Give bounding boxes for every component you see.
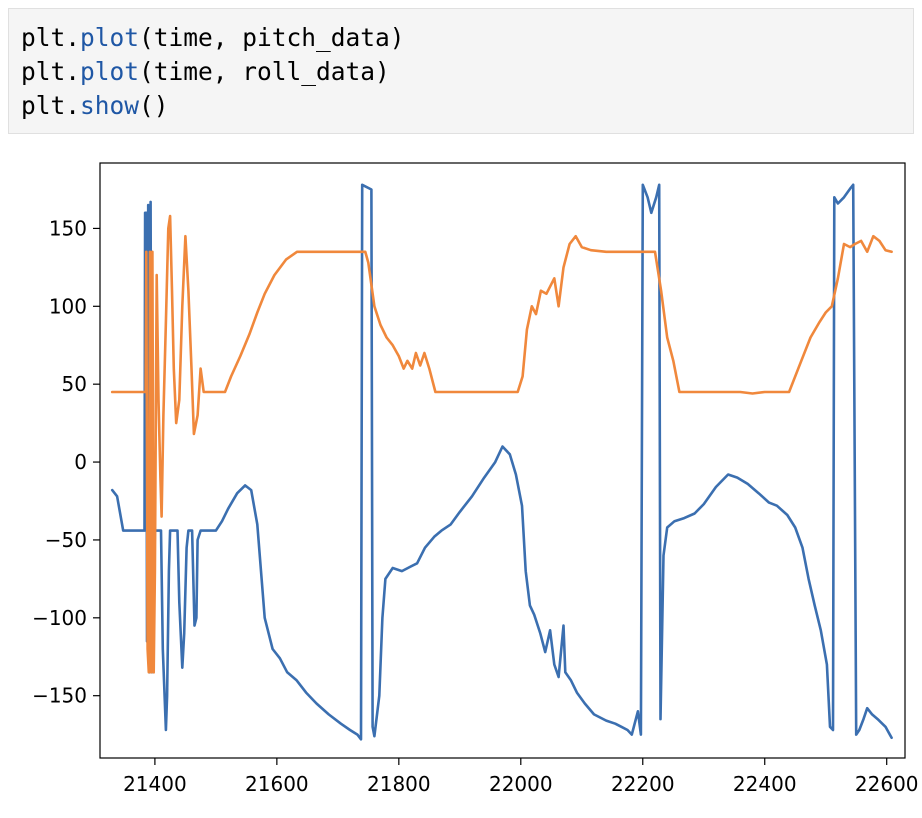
code-line-2: plt.plot(time, roll_data) <box>21 55 901 89</box>
x-tick-label: 21800 <box>367 772 431 796</box>
x-tick-label: 22400 <box>733 772 797 796</box>
code-line-1: plt.plot(time, pitch_data) <box>21 21 901 55</box>
y-tick-label: −50 <box>45 528 87 552</box>
code-object: plt <box>21 23 66 52</box>
code-object: plt <box>21 57 66 86</box>
code-line-3: plt.show() <box>21 89 901 123</box>
series-layer <box>110 183 893 741</box>
series-line-1 <box>110 183 893 741</box>
x-tick-label: 22000 <box>489 772 553 796</box>
line-chart: 21400 21600 21800 22000 22200 22400 22600 150 10… <box>32 162 919 796</box>
code-dot: . <box>65 91 81 120</box>
y-tick-label: 150 <box>49 216 87 240</box>
x-tick-label: 21600 <box>245 772 309 796</box>
code-dot: . <box>65 57 81 86</box>
code-cell[interactable]: plt.plot(time, pitch_data) plt.plot(time… <box>8 8 914 134</box>
code-function: show <box>80 91 140 120</box>
x-tick-label: 22600 <box>855 772 919 796</box>
series-line-2 <box>110 214 893 674</box>
y-tick-label: −100 <box>32 606 87 630</box>
plot-frame <box>99 162 906 759</box>
code-args: () <box>139 91 169 120</box>
code-object: plt <box>21 91 66 120</box>
y-tick-label: −150 <box>32 684 87 708</box>
x-tick-label: 22200 <box>611 772 675 796</box>
code-args: (time, roll_data) <box>139 57 390 86</box>
code-function: plot <box>80 57 140 86</box>
code-args: (time, pitch_data) <box>139 23 405 52</box>
code-function: plot <box>80 23 140 52</box>
code-dot: . <box>65 23 81 52</box>
y-tick-label: 50 <box>62 372 87 396</box>
x-tick-label: 21400 <box>123 772 187 796</box>
axis-layer: 21400 21600 21800 22000 22200 22400 22600 150 10… <box>32 162 919 796</box>
y-tick-label: 100 <box>49 294 87 318</box>
y-tick-label: 0 <box>74 450 87 474</box>
